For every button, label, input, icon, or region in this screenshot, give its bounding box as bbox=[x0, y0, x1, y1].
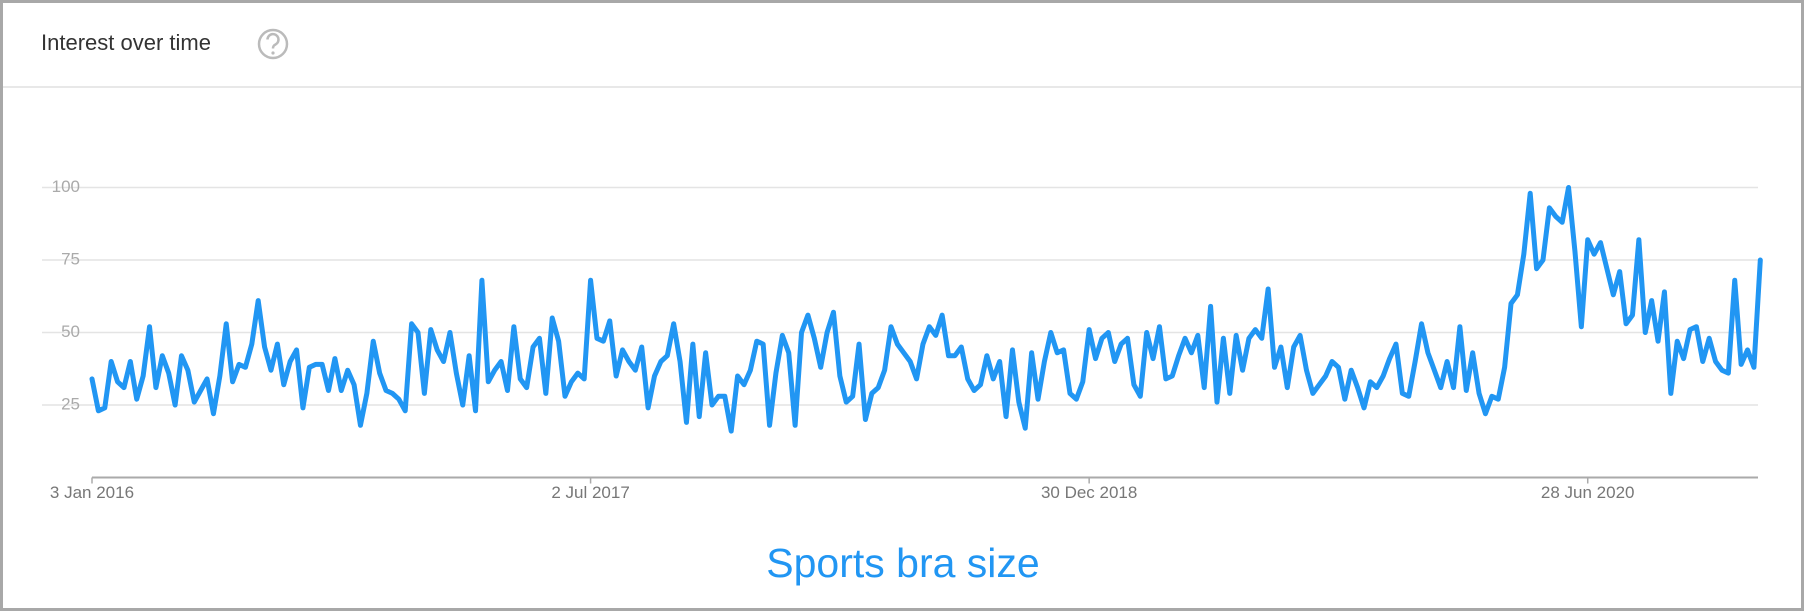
x-tick-label: 3 Jan 2016 bbox=[50, 483, 134, 502]
series-line bbox=[89, 185, 1763, 434]
help-icon[interactable] bbox=[257, 28, 289, 60]
y-tick-label: 25 bbox=[61, 394, 80, 413]
chart-title: Interest over time bbox=[41, 30, 211, 55]
x-tick-label: 28 Jun 2020 bbox=[1541, 483, 1635, 502]
x-tick-label: 2 Jul 2017 bbox=[551, 483, 629, 502]
y-tick-label: 75 bbox=[61, 249, 80, 268]
y-tick-label: 50 bbox=[61, 322, 80, 341]
y-tick-label: 100 bbox=[52, 177, 80, 196]
legend-label: Sports bra size bbox=[766, 540, 1039, 586]
x-tick-label: 30 Dec 2018 bbox=[1041, 483, 1137, 502]
